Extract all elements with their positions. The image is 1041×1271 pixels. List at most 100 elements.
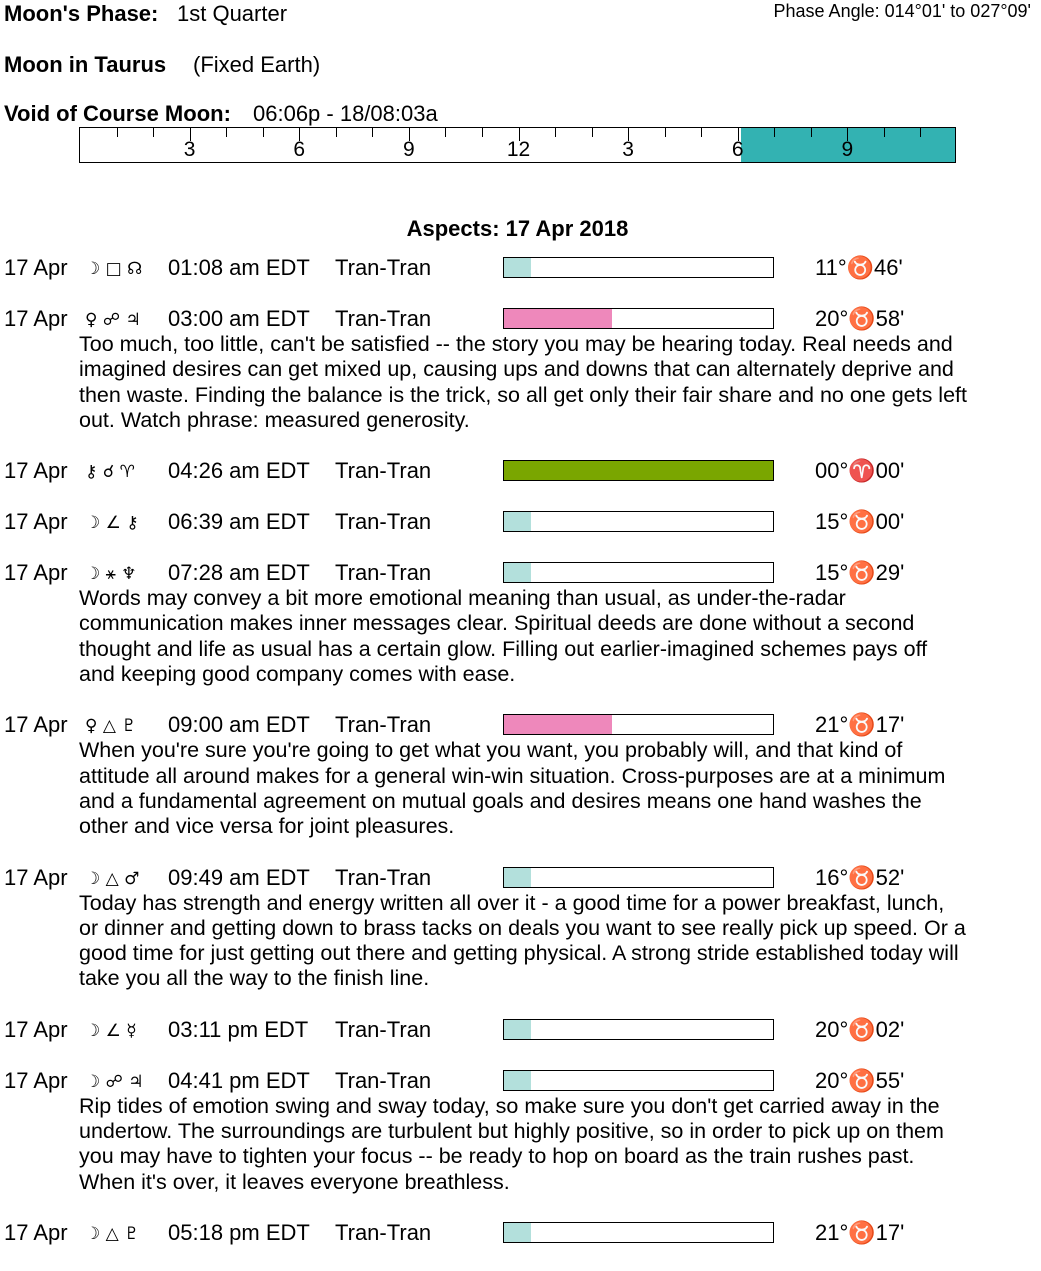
aspect-strength-bar bbox=[503, 714, 774, 736]
description-line: and a fundamental agreement on mutual go… bbox=[79, 788, 922, 813]
aspect-glyphs-icon: ☽ ☍ ♃ bbox=[85, 1071, 144, 1092]
aspect-strength-bar bbox=[503, 460, 774, 482]
timeline-tick bbox=[555, 128, 557, 137]
strength-fill bbox=[504, 563, 531, 583]
description-line: or dinner and getting down to brass tack… bbox=[79, 915, 966, 940]
aspect-type: Tran-Tran bbox=[335, 1016, 432, 1042]
timeline-label: 6 bbox=[293, 138, 306, 161]
aspect-position: 00°♈00' bbox=[815, 458, 905, 484]
timeline-tick bbox=[116, 128, 118, 137]
timeline-tick bbox=[628, 128, 630, 141]
aspects-title: Aspects: 17 Apr 2018 bbox=[406, 216, 629, 241]
aspect-position: 20°♉02' bbox=[815, 1016, 905, 1042]
description-line: you may have to tighten your focus -- be… bbox=[79, 1144, 915, 1169]
aspect-header: 17 Apr ☽ ☍ ♃ 04:41 pm EDT Tran-Tran 20°♉… bbox=[0, 1068, 1041, 1094]
timeline-tick bbox=[810, 128, 812, 137]
timeline-tick bbox=[847, 128, 849, 141]
aspect-date: 17 Apr bbox=[4, 1219, 68, 1245]
timeline-tick bbox=[883, 128, 885, 137]
timeline-label: 3 bbox=[622, 138, 634, 161]
aspect-type: Tran-Tran bbox=[335, 1067, 432, 1093]
strength-fill bbox=[504, 1019, 531, 1039]
aspect-strength-bar bbox=[503, 1221, 774, 1243]
aspect-position: 21°♉17' bbox=[815, 712, 905, 738]
aspect-position: 15°♉29' bbox=[815, 560, 905, 586]
aspect-position: 11°♉46' bbox=[815, 255, 903, 280]
aspect-time: 05:18 pm EDT bbox=[168, 1219, 310, 1245]
aspect-type: Tran-Tran bbox=[335, 864, 432, 890]
aspect-entry: 17 Apr ☽ △ ♂ 09:49 am EDT Tran-Tran 16°♉… bbox=[0, 865, 1041, 992]
aspect-type: Tran-Tran bbox=[335, 255, 432, 280]
description-line: imagined desires can get mixed up, causi… bbox=[79, 357, 954, 382]
description-line: Words may convey a bit more emotional me… bbox=[79, 586, 846, 611]
description-line: Too much, too little, can't be satisfied… bbox=[79, 332, 953, 356]
description-line: Today has strength and energy written al… bbox=[79, 890, 945, 915]
aspect-type: Tran-Tran bbox=[335, 560, 432, 586]
void-of-course-timeline: 3 6 9 12 3 6 9 bbox=[79, 127, 956, 163]
description-line: out. Watch phrase: measured generosity. bbox=[79, 407, 470, 432]
aspect-time: 04:41 pm EDT bbox=[168, 1067, 310, 1093]
aspect-entry: 17 Apr ♀ ☍ ♃ 03:00 am EDT Tran-Tran 20°♉… bbox=[0, 306, 1041, 433]
aspect-type: Tran-Tran bbox=[335, 712, 432, 738]
timeline-tick bbox=[481, 128, 483, 137]
aspect-glyphs-icon: ♀ ☍ ♃ bbox=[85, 310, 141, 330]
strength-fill bbox=[504, 715, 612, 735]
aspect-strength-bar bbox=[503, 1069, 774, 1091]
aspect-position: 20°♉58' bbox=[815, 306, 905, 331]
aspect-strength-bar bbox=[503, 308, 774, 329]
timeline-tick bbox=[445, 128, 447, 137]
aspect-header: 17 Apr ♀ △ ♇ 09:00 am EDT Tran-Tran 21°♉… bbox=[0, 712, 1041, 738]
phase-angle: Phase Angle: 014°01' to 027°09' bbox=[773, 1, 1031, 21]
aspect-entry: 17 Apr ☽ ☍ ♃ 04:41 pm EDT Tran-Tran 20°♉… bbox=[0, 1068, 1041, 1195]
aspect-position: 20°♉55' bbox=[815, 1067, 905, 1093]
aspect-glyphs-icon: ♀ △ ♇ bbox=[85, 716, 137, 737]
aspect-date: 17 Apr bbox=[4, 864, 68, 890]
timeline-tick bbox=[335, 128, 337, 137]
timeline-tick bbox=[189, 128, 191, 141]
aspect-time: 06:39 am EDT bbox=[168, 509, 310, 535]
aspect-header: 17 Apr ☽ △ ♂ 09:49 am EDT Tran-Tran 16°♉… bbox=[0, 865, 1041, 891]
strength-fill bbox=[504, 1070, 531, 1090]
aspect-glyphs-icon: ☽ ⚹ ♆ bbox=[85, 564, 137, 585]
timeline-tick bbox=[153, 128, 155, 137]
timeline-tick bbox=[664, 128, 666, 137]
aspect-type: Tran-Tran bbox=[335, 306, 432, 331]
aspect-glyphs-icon: ☽ △ ♂ bbox=[85, 868, 140, 889]
aspect-date: 17 Apr bbox=[4, 509, 68, 535]
aspect-date: 17 Apr bbox=[4, 712, 68, 738]
timeline-tick bbox=[920, 128, 922, 137]
aspect-position: 16°♉52' bbox=[815, 864, 905, 890]
description-line: communication makes inner messages clear… bbox=[79, 611, 915, 636]
aspect-position: 15°♉00' bbox=[815, 509, 905, 535]
aspect-time: 03:11 pm EDT bbox=[168, 1016, 309, 1042]
aspect-glyphs-icon: ☽ △ ♇ bbox=[85, 1223, 140, 1244]
description-line: then waste. Finding the balance is the t… bbox=[79, 382, 967, 407]
timeline-label: 9 bbox=[403, 138, 415, 161]
strength-fill bbox=[504, 309, 612, 328]
aspect-date: 17 Apr bbox=[4, 306, 68, 331]
aspect-entry: 17 Apr ♀ △ ♇ 09:00 am EDT Tran-Tran 21°♉… bbox=[0, 712, 1041, 839]
aspect-glyphs-icon: ☽ ∠ ⚷ bbox=[85, 513, 139, 534]
aspect-strength-bar bbox=[503, 562, 774, 584]
aspect-time: 01:08 am EDT bbox=[168, 255, 310, 280]
timeline-tick bbox=[299, 128, 301, 141]
description-line: When you're sure you're going to get wha… bbox=[79, 738, 903, 763]
aspects-list: 17 Apr ☽ □ ☊ 01:08 am EDT Tran-Tran 11°♉… bbox=[0, 255, 1041, 1271]
aspect-time: 09:00 am EDT bbox=[168, 712, 310, 738]
aspect-time: 07:28 am EDT bbox=[168, 560, 310, 586]
description-line: attitude all around makes for a general … bbox=[79, 763, 946, 788]
phase-value: 1st Quarter bbox=[177, 1, 288, 26]
aspect-entry: 17 Apr ☽ △ ♇ 05:18 pm EDT Tran-Tran 21°♉… bbox=[0, 1220, 1041, 1246]
aspect-entry: 17 Apr ⚷ ☌ ♈ 04:26 am EDT Tran-Tran 00°♈… bbox=[0, 458, 1041, 484]
timeline-label: 9 bbox=[841, 138, 854, 161]
aspect-glyphs-icon: ☽ ∠ ☿ bbox=[85, 1020, 137, 1041]
aspect-type: Tran-Tran bbox=[335, 458, 432, 484]
timeline-label: 3 bbox=[183, 138, 196, 161]
aspect-strength-bar bbox=[503, 866, 774, 888]
description-line: undertow. The surroundings are turbulent… bbox=[79, 1119, 944, 1144]
timeline-tick bbox=[408, 128, 410, 141]
strength-fill bbox=[504, 512, 531, 532]
strength-fill bbox=[504, 1222, 531, 1242]
aspect-type: Tran-Tran bbox=[335, 509, 432, 535]
aspect-description: Too much, too little, can't be satisfied… bbox=[79, 332, 1041, 433]
